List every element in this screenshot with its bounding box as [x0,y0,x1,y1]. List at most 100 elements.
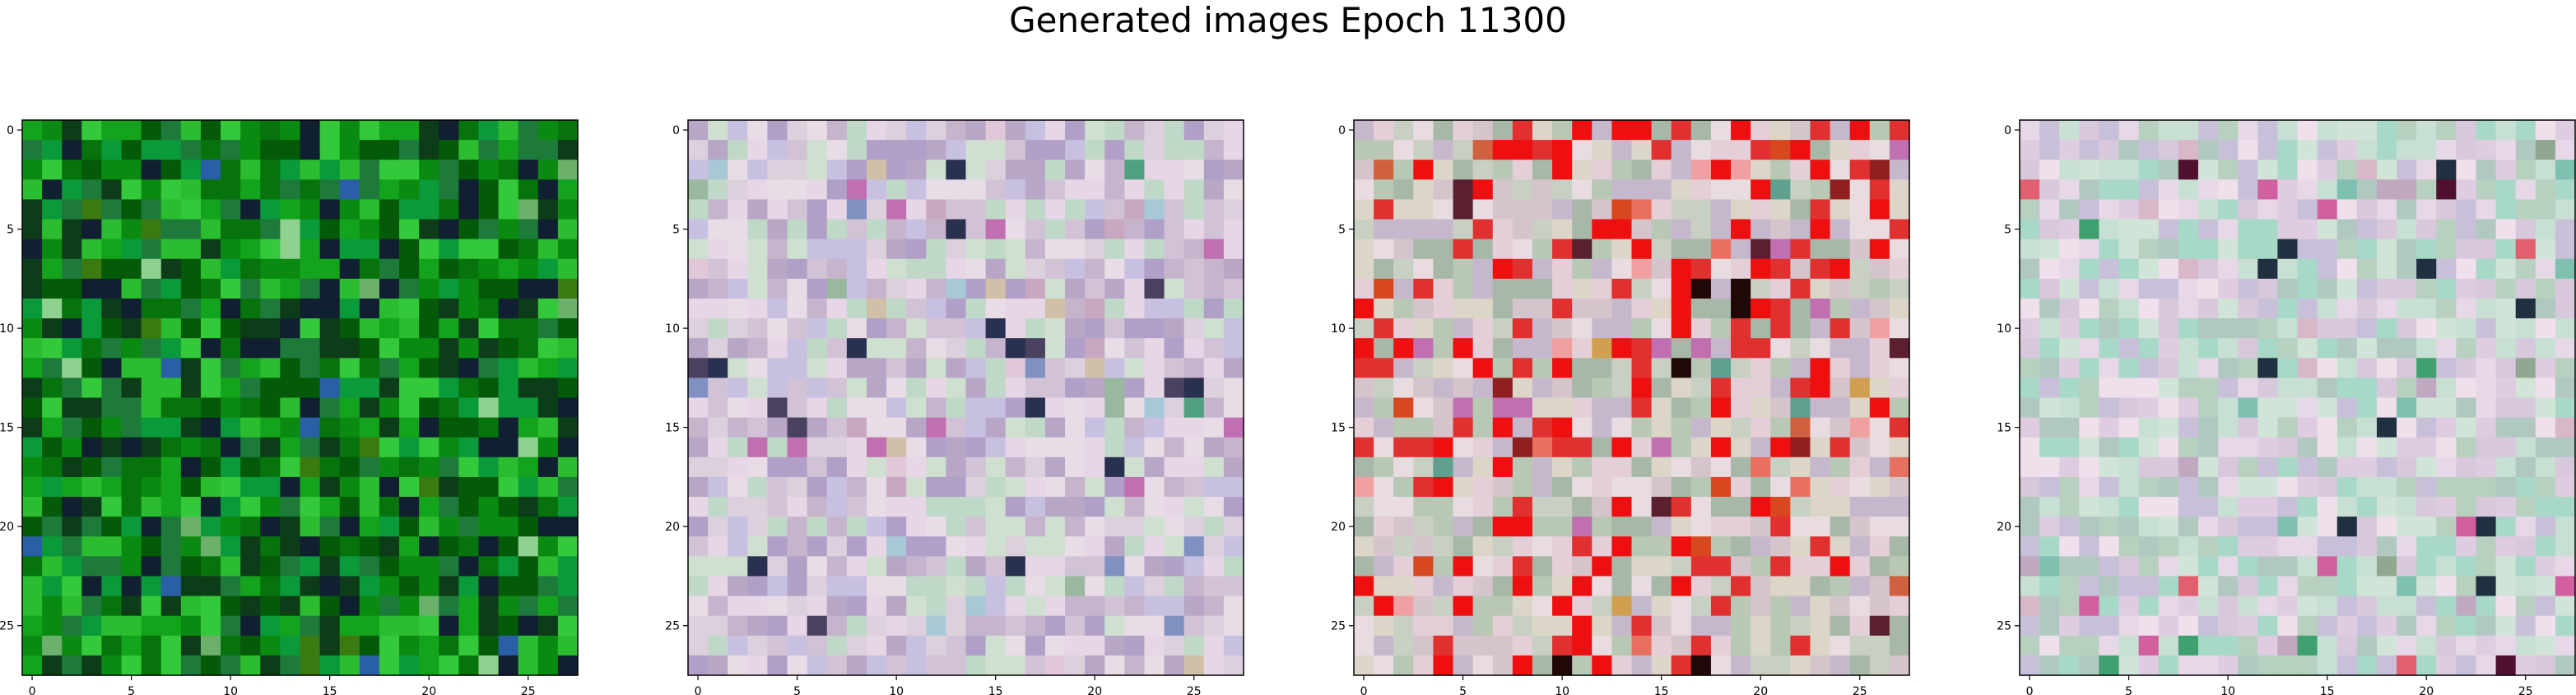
heatmap-cell [319,298,341,319]
heatmap-cell [2158,378,2179,399]
heatmap-cell [708,338,728,359]
heatmap-cell [926,536,946,557]
heatmap-cell [747,437,769,458]
heatmap-cell [2020,239,2040,260]
heatmap-cell [2079,556,2100,577]
heatmap-cell [101,358,123,378]
heatmap-cell [1552,615,1573,637]
heatmap-cell [767,219,788,240]
heatmap-cell [767,338,788,359]
heatmap-cell [2436,595,2457,617]
heatmap-cell [1044,358,1066,378]
heatmap-cell [1889,378,1910,399]
heatmap-cell [1124,358,1146,378]
heatmap-cell [42,179,63,201]
heatmap-cell [826,120,848,141]
heatmap-cell [2317,219,2338,240]
heatmap-cell [439,338,459,359]
heatmap-cell [2020,437,2040,458]
heatmap-cell [101,338,123,359]
heatmap-cell [2039,179,2060,201]
heatmap-cell [2277,576,2299,597]
heatmap-cell [1393,595,1414,617]
heatmap-cell [1492,497,1514,517]
heatmap-cell [2158,497,2179,517]
heatmap-cell [1690,536,1712,557]
heatmap-cell [1830,655,1851,676]
heatmap-cell [557,417,579,438]
heatmap-cell [518,160,539,180]
heatmap-cell [2277,278,2299,299]
heatmap-cell [557,595,579,617]
heatmap-cell [557,476,579,498]
heatmap-cell [419,517,439,537]
heatmap-cell [2397,456,2417,478]
heatmap-cell [180,140,202,160]
heatmap-cell [906,536,927,557]
heatmap-cell [1869,199,1890,220]
heatmap-cell [1065,338,1086,359]
heatmap-cell [1889,476,1910,498]
heatmap-cell [826,576,848,597]
heatmap-cell [2118,635,2140,656]
heatmap-cell [2337,358,2358,378]
heatmap-cell [1183,358,1205,378]
heatmap-cell [2555,358,2576,378]
heatmap-cell [946,140,967,160]
heatmap-cell [280,476,301,498]
heatmap-cell [2397,397,2417,419]
heatmap-cell [2416,437,2437,458]
heatmap-cell [1889,219,1910,240]
heatmap-cell [2416,417,2437,438]
heatmap-cell [1631,635,1653,656]
heatmap-cell [200,298,221,319]
heatmap-cell [1690,378,1712,399]
heatmap-cell [688,160,709,180]
heatmap-cell [1374,338,1394,359]
heatmap-cell [121,179,142,201]
heatmap-cell [240,219,261,240]
heatmap-cell [2376,437,2397,458]
x-tick-label: 20 [1087,685,1102,695]
heatmap-cell [2317,140,2338,160]
heatmap-cell [121,497,142,517]
heatmap-cell [1751,278,1771,299]
heatmap-cell [537,397,559,419]
heatmap-cell [965,576,987,597]
heatmap-cell [2277,556,2299,577]
x-tick-label: 15 [323,685,337,695]
heatmap-cell [419,476,439,498]
heatmap-cell [2178,476,2199,498]
heatmap-cell [339,476,360,498]
heatmap-cell [1025,595,1046,617]
heatmap-cell [886,595,907,617]
heatmap-cell [1203,595,1225,617]
heatmap-cell [537,160,559,180]
heatmap-cell [1065,576,1086,597]
heatmap-cell [1889,179,1910,201]
heatmap-cell [2535,258,2556,280]
x-tick-label: 25 [1853,685,1867,695]
heatmap-cell [2317,476,2338,498]
heatmap-cell [81,239,103,260]
heatmap-cell [747,595,769,617]
heatmap-cell [2099,397,2120,419]
heatmap-cell [1453,437,1474,458]
heatmap-cell [1492,199,1514,220]
heatmap-cell [1453,278,1474,299]
heatmap-cell [1065,437,1086,458]
heatmap-cell [2178,437,2199,458]
y-tick-label: 10 [665,322,680,336]
heatmap-cell [1085,358,1105,378]
heatmap-cell [2099,179,2120,201]
heatmap-cell [1374,615,1394,637]
heatmap-cell [2555,595,2576,617]
heatmap-cell [2356,378,2378,399]
heatmap-cell [1790,556,1811,577]
heatmap-cell [1651,378,1672,399]
heatmap-cell [2515,179,2536,201]
heatmap-cell [1830,199,1851,220]
heatmap-cell [2158,556,2179,577]
heatmap-cell [2020,595,2040,617]
heatmap-cell [101,437,123,458]
